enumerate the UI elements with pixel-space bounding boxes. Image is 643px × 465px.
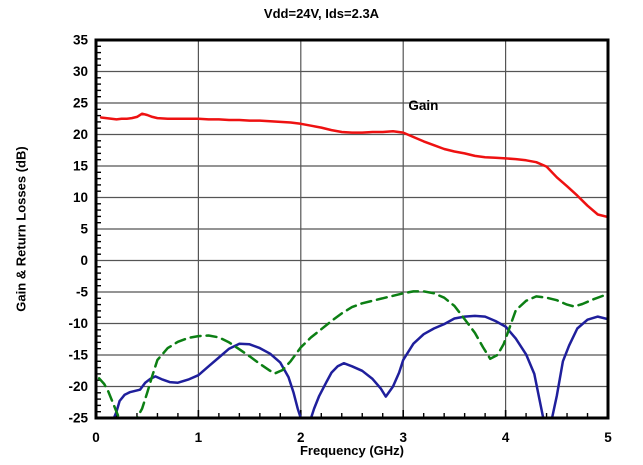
plot-frame xyxy=(94,38,610,420)
series-gain xyxy=(99,112,608,219)
x-tick-label: 0 xyxy=(92,430,100,445)
gain-series-label: Gain xyxy=(408,98,438,113)
y-tick-label: 15 xyxy=(73,159,89,174)
y-tick-label: 25 xyxy=(73,96,89,111)
y-tick-label: -20 xyxy=(68,379,88,394)
y-tick-label: 35 xyxy=(73,33,89,48)
x-tick-label: 1 xyxy=(195,430,203,445)
y-tick-label: 5 xyxy=(80,222,88,237)
x-axis-label: Frequency (GHz) xyxy=(299,443,404,458)
y-tick-label: 0 xyxy=(80,253,88,268)
y-tick-label: 10 xyxy=(73,190,88,205)
y-tick-label: -25 xyxy=(68,411,88,426)
series-return-loss-green xyxy=(97,290,608,418)
y-tick-label: -15 xyxy=(68,348,88,363)
chart-title: Vdd=24V, Ids=2.3A xyxy=(263,6,380,21)
y-tick-label: 30 xyxy=(73,64,88,79)
y-tick-label: -10 xyxy=(68,316,88,331)
x-tick-label: 3 xyxy=(399,430,407,445)
x-tick-label: 5 xyxy=(604,430,612,445)
series-return-loss-blue xyxy=(112,314,608,418)
x-tick-label: 4 xyxy=(502,430,510,445)
y-tick-label: -5 xyxy=(76,285,88,300)
x-tick-label: 2 xyxy=(297,430,305,445)
y-tick-label: 20 xyxy=(73,127,88,142)
